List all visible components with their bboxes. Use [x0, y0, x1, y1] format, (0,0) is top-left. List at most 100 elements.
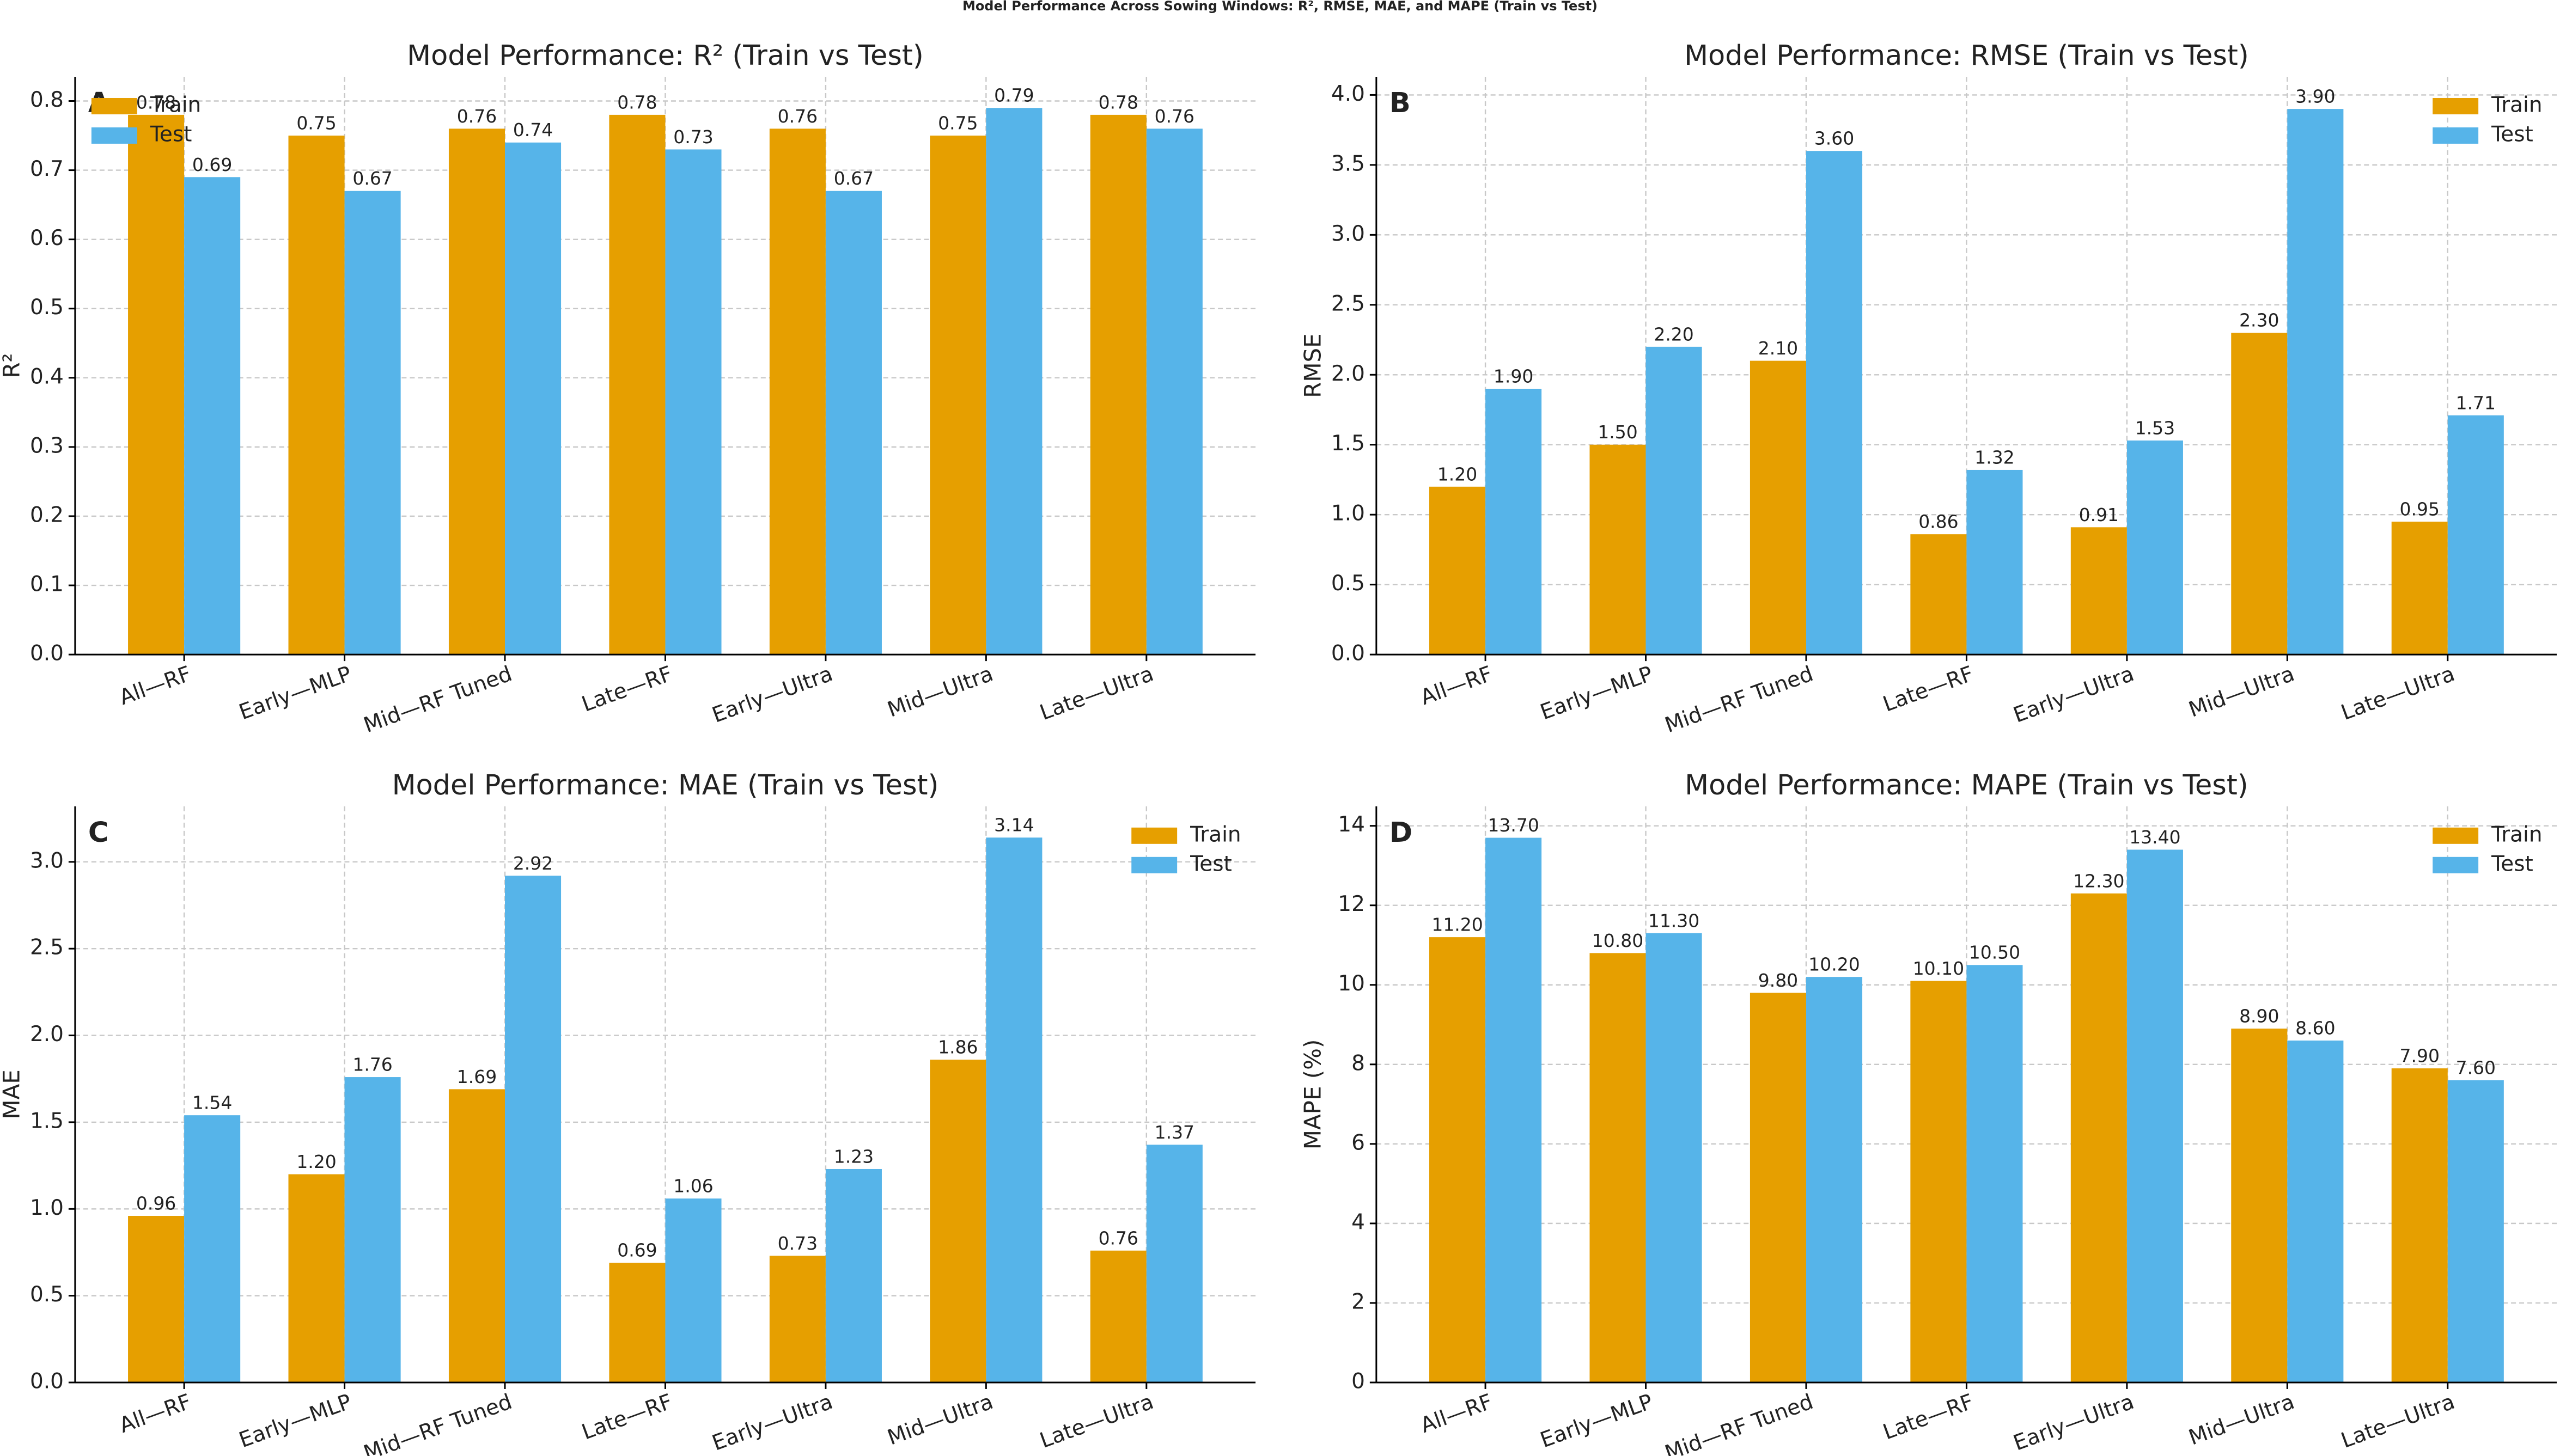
bar	[2447, 1080, 2504, 1382]
figure-title: Model Performance Across Sowing Windows:…	[962, 0, 1598, 14]
value-label: 2.30	[2239, 310, 2279, 331]
bar	[1589, 953, 1646, 1382]
value-label: 10.10	[1913, 958, 1964, 979]
value-label: 1.32	[1974, 446, 2014, 468]
value-label: 0.73	[673, 126, 713, 148]
y-axis-label: R²	[0, 353, 25, 378]
bar	[609, 1263, 666, 1382]
y-tick-label: 1.0	[30, 1196, 64, 1220]
value-label: 1.23	[834, 1146, 874, 1167]
y-tick-label: 0.4	[30, 364, 64, 389]
bar	[344, 1077, 401, 1382]
x-tick-label: Late—Ultra	[1037, 1390, 1156, 1453]
x-tick-label: Mid—Ultra	[2186, 662, 2298, 723]
y-tick-label: 2.0	[30, 1022, 64, 1047]
value-label: 0.79	[994, 85, 1034, 106]
value-label: 0.78	[1099, 91, 1138, 113]
value-label: 0.69	[617, 1240, 657, 1261]
bar	[1429, 937, 1486, 1382]
bar	[128, 1216, 185, 1382]
x-tick-label: Mid—Ultra	[885, 1390, 997, 1451]
x-tick-label: Early—MLP	[236, 662, 355, 725]
bar	[665, 149, 722, 655]
bar	[184, 1115, 241, 1382]
bar	[1090, 1250, 1147, 1382]
y-tick-label: 8	[1351, 1051, 1365, 1075]
legend-swatch	[91, 97, 137, 114]
x-tick-label: Early—Ultra	[2010, 662, 2137, 728]
bar	[344, 191, 401, 655]
bar	[2391, 1068, 2448, 1382]
bar	[288, 1174, 345, 1382]
x-tick-label: Mid—Ultra	[885, 662, 997, 723]
bar	[1146, 129, 1203, 655]
x-tick-label: Early—Ultra	[709, 1390, 836, 1456]
bar	[1806, 151, 1863, 655]
y-tick-label: 10	[1338, 971, 1365, 996]
y-tick-label: 0.6	[30, 226, 64, 250]
value-label: 11.20	[1431, 914, 1483, 935]
value-label: 1.06	[673, 1176, 713, 1197]
y-tick-label: 2.5	[1331, 291, 1365, 316]
value-label: 0.69	[192, 154, 232, 175]
chart-title: Model Performance: RMSE (Train vs Test)	[1684, 40, 2249, 72]
bar	[2070, 893, 2127, 1382]
value-label: 0.76	[1155, 106, 1194, 127]
bar	[769, 129, 826, 655]
value-label: 0.67	[352, 168, 392, 189]
bar	[1589, 444, 1646, 655]
y-tick-label: 0.1	[30, 572, 64, 597]
bar	[505, 876, 562, 1382]
value-label: 7.90	[2400, 1045, 2440, 1067]
bar	[769, 1256, 826, 1382]
y-tick-label: 0.7	[30, 157, 64, 181]
bar	[665, 1198, 722, 1382]
bar	[1966, 469, 2023, 655]
value-label: 0.74	[513, 119, 553, 140]
bar	[825, 1169, 882, 1382]
chart-panel: 0.0 0.1 0.2 0.3 0.4 0.5 0.6 0.7 0.8 All—RF Early—M…	[0, 40, 1256, 738]
y-tick-label: 4.0	[1331, 82, 1365, 106]
x-tick-label: Late—Ultra	[2338, 1390, 2458, 1453]
value-label: 7.60	[2456, 1057, 2496, 1079]
value-label: 0.76	[1099, 1227, 1138, 1249]
value-label: 1.50	[1598, 421, 1637, 443]
legend-swatch	[2433, 127, 2479, 144]
bar	[1806, 977, 1863, 1382]
bar	[128, 114, 185, 655]
legend-label: Train	[1190, 822, 1241, 847]
bar	[1146, 1145, 1203, 1382]
value-label: 9.80	[1758, 970, 1798, 991]
value-label: 3.90	[2295, 86, 2335, 107]
value-label: 13.40	[2129, 827, 2180, 848]
value-label: 10.80	[1592, 930, 1643, 951]
chart-title: Model Performance: R² (Train vs Test)	[407, 40, 924, 72]
y-axis-label: MAPE (%)	[1299, 1039, 1326, 1150]
x-tick-label: Early—MLP	[236, 1390, 355, 1453]
value-label: 11.30	[1648, 910, 1699, 931]
value-label: 1.86	[938, 1037, 978, 1058]
x-tick-label: Mid—RF Tuned	[361, 1390, 515, 1456]
x-tick-label: Mid—RF Tuned	[361, 662, 515, 738]
y-tick-label: 1.5	[1331, 431, 1365, 456]
x-tick-label: All—RF	[1417, 1390, 1496, 1438]
legend-swatch	[1131, 827, 1178, 844]
bar	[1750, 360, 1806, 655]
value-label: 0.75	[296, 113, 336, 134]
bar	[2287, 1040, 2344, 1382]
value-label: 0.76	[778, 106, 818, 127]
x-tick-label: Late—Ultra	[2338, 662, 2458, 725]
legend-swatch	[91, 127, 137, 144]
legend-label: Test	[2491, 852, 2533, 876]
value-label: 1.71	[2456, 392, 2496, 413]
y-tick-label: 3.5	[1331, 151, 1365, 176]
value-label: 2.92	[513, 853, 553, 874]
value-label: 10.20	[1808, 954, 1860, 975]
y-tick-label: 3.0	[1331, 222, 1365, 246]
bar	[2391, 522, 2448, 655]
bar	[2287, 109, 2344, 655]
value-label: 8.90	[2239, 1006, 2279, 1027]
y-tick-label: 2.0	[1331, 362, 1365, 386]
chart-panel: 0 2 4 6 8 10 12 14 All—RF Early—MLP Mid—RF Tuned La…	[1299, 769, 2557, 1456]
